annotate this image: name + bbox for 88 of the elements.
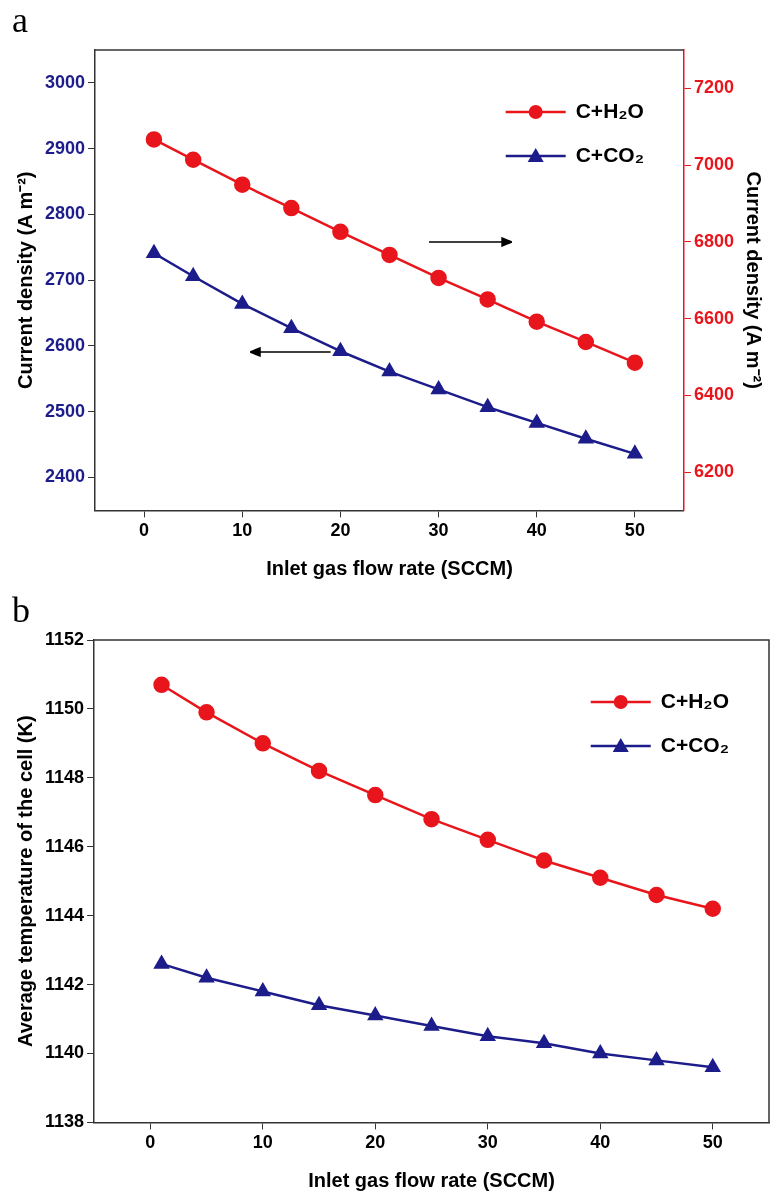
- y-tick-label: 2800: [45, 203, 86, 224]
- point: [705, 1059, 721, 1073]
- y-tick-label: 2500: [45, 400, 86, 421]
- point: [146, 244, 162, 258]
- y-tick-label: 1138: [44, 1111, 85, 1132]
- point: [592, 1045, 608, 1059]
- x-tick-label: 50: [624, 520, 645, 541]
- x-tick-label: 0: [145, 1132, 156, 1153]
- point: [648, 886, 665, 904]
- x-axis-title: Inlet gas flow rate (SCCM): [266, 556, 513, 579]
- y-tick-label: 2700: [45, 269, 86, 290]
- y2-tick-label: 7200: [693, 77, 734, 98]
- point: [154, 955, 169, 969]
- point: [704, 900, 721, 918]
- point: [254, 735, 272, 752]
- point: [592, 869, 609, 886]
- point: [382, 363, 397, 377]
- point: [284, 319, 299, 333]
- y-axis-title: Average temperature of the cell (K): [13, 715, 36, 1047]
- y-tick-label: 1150: [44, 697, 85, 718]
- legend-label: C+H₂O: [660, 688, 730, 712]
- x-axis-title: Inlet gas flow rate (SCCM): [308, 1168, 555, 1191]
- chart-title: b: [12, 590, 30, 630]
- x-tick-label: 10: [232, 520, 253, 541]
- x-tick-label: 30: [477, 1132, 498, 1153]
- point: [424, 1017, 439, 1031]
- y-tick-label: 1148: [44, 766, 85, 787]
- point: [479, 291, 496, 308]
- x-tick-label: 40: [526, 520, 547, 541]
- point: [649, 1052, 664, 1066]
- point: [480, 398, 495, 412]
- y-tick-label: 2900: [45, 137, 86, 158]
- y2-axis-title: Current density (A m⁻²): [743, 171, 766, 389]
- point: [332, 223, 349, 241]
- y2-tick-label: 6800: [693, 230, 734, 251]
- chart-title: a: [12, 0, 28, 40]
- y-tick-label: 2600: [45, 334, 86, 355]
- point: [367, 1007, 383, 1021]
- point: [535, 852, 553, 869]
- x-tick-label: 40: [590, 1132, 611, 1153]
- point: [528, 313, 545, 330]
- point: [255, 983, 271, 997]
- y2-tick-label: 6400: [693, 384, 734, 405]
- y-axis-title: Current density (A m⁻²): [13, 171, 36, 389]
- point: [431, 381, 446, 395]
- point: [578, 430, 594, 444]
- y-tick-label: 3000: [45, 71, 86, 92]
- point: [423, 810, 440, 828]
- point: [480, 1028, 496, 1042]
- point: [199, 969, 214, 983]
- point: [153, 676, 170, 694]
- legend-label: C+CO₂: [660, 732, 730, 756]
- y-tick-label: 1144: [44, 904, 85, 925]
- x-tick-label: 20: [330, 520, 351, 541]
- x-tick-label: 50: [702, 1132, 723, 1153]
- x-tick-label: 0: [139, 520, 150, 541]
- point: [381, 246, 398, 264]
- point: [367, 786, 384, 804]
- point: [198, 704, 215, 721]
- x-tick-label: 30: [428, 520, 449, 541]
- point: [479, 831, 497, 849]
- y-tick-label: 1152: [44, 628, 85, 649]
- point: [234, 295, 250, 309]
- legend-label: C+H₂O: [575, 98, 644, 122]
- point: [577, 333, 595, 351]
- point: [184, 151, 202, 168]
- point: [536, 1034, 552, 1048]
- point: [333, 342, 348, 356]
- point: [310, 762, 328, 780]
- y2-tick-label: 6600: [693, 307, 734, 328]
- point: [627, 445, 643, 459]
- point: [145, 131, 163, 148]
- y2-tick-label: 7000: [693, 154, 734, 175]
- point: [311, 997, 327, 1010]
- x-tick-label: 20: [365, 1132, 386, 1153]
- y-tick-label: 1146: [44, 835, 85, 856]
- y-tick-label: 1142: [44, 973, 85, 994]
- y-tick-label: 1140: [44, 1042, 85, 1063]
- x-tick-label: 10: [252, 1132, 273, 1153]
- point: [529, 414, 545, 428]
- point: [430, 269, 447, 287]
- y2-tick-label: 6200: [693, 461, 734, 481]
- y-tick-label: 2400: [45, 466, 86, 487]
- point: [234, 176, 251, 193]
- point: [626, 354, 644, 371]
- legend-label: C+CO₂: [575, 142, 644, 166]
- point: [185, 268, 201, 281]
- point: [283, 199, 300, 217]
